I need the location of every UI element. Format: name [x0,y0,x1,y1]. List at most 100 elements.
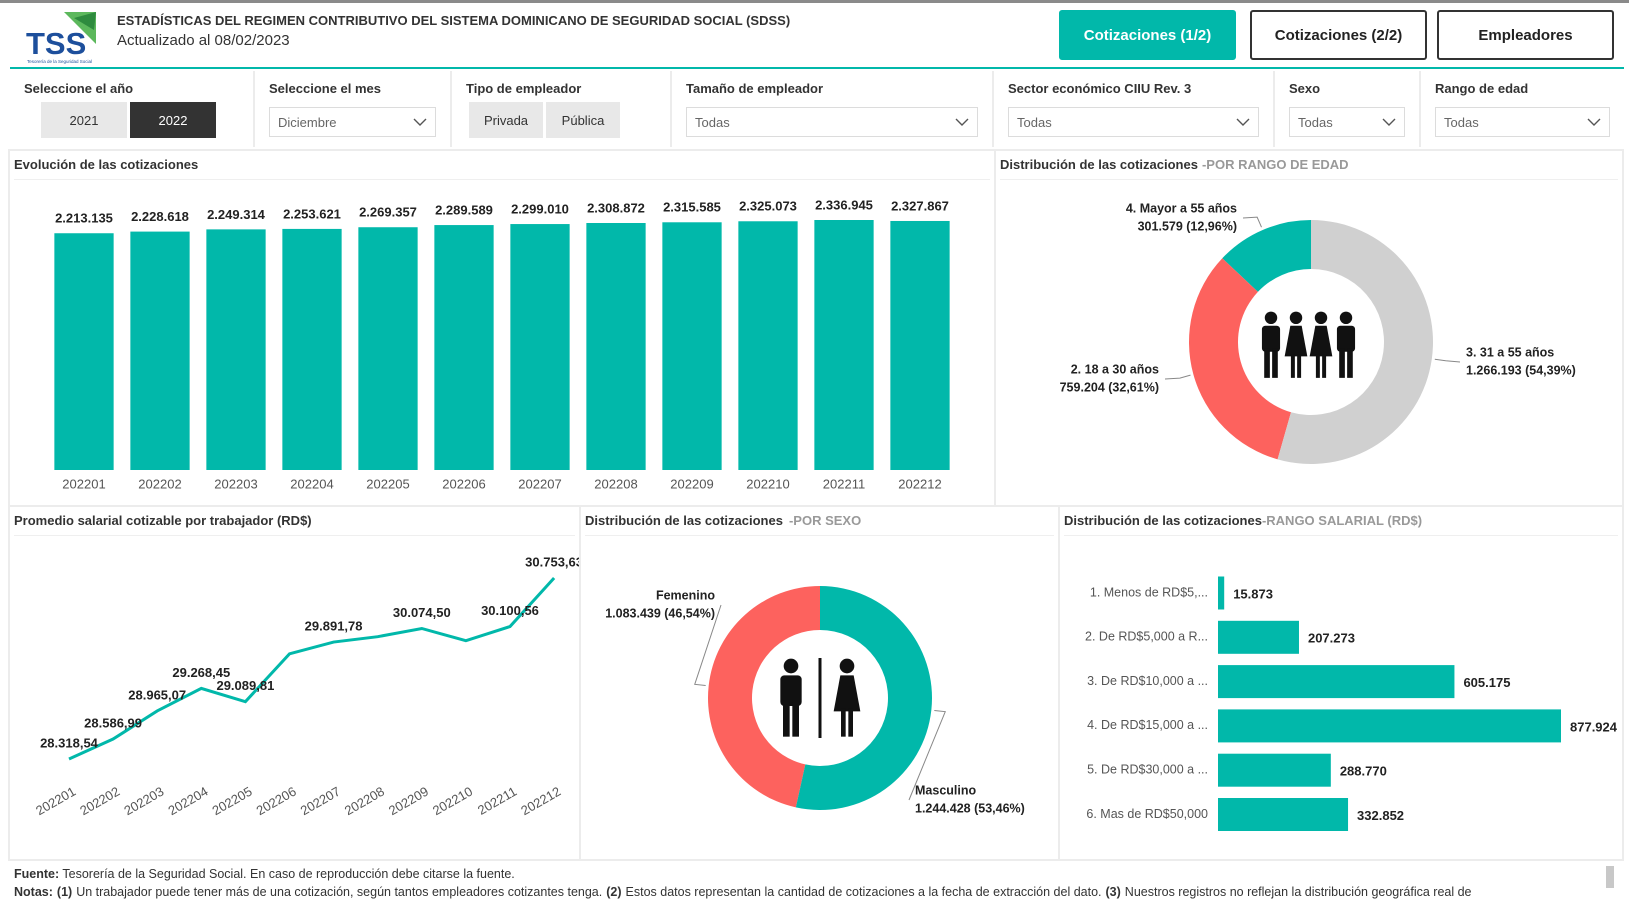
bar [1218,798,1349,831]
value-label: 2.269.357 [359,205,417,220]
panel-title: Evolución de las cotizaciones [14,157,990,180]
icon [1309,311,1333,378]
footer: Fuente: Tesorería de la Seguridad Social… [14,865,1594,901]
value-label: 30.074,50 [393,605,451,620]
panel: Masculino 1.244.428 (53,46%) Femenino 1.083… [579,505,1060,861]
chart-subtitle: -POR SEXO [788,513,862,528]
value-label: 1.083.439 (46,54%) [605,606,715,620]
slice [1189,258,1292,460]
value-label: 28.318,54 [40,735,99,750]
donut-chart: 3. 31 a 55 años 1.266.193 (54,39%) 2. 18 a… [1060,201,1576,464]
filter-year: Seleccione el año 2021 2022 [10,71,255,147]
bar [282,228,342,470]
logo-text: TSS [26,26,86,61]
bar [1218,620,1299,654]
x-tick-label: 202204 [165,784,210,819]
filter-options: Privada Pública [469,102,620,138]
value-label: 1.266.193 (54,39%) [1466,363,1576,377]
type-option[interactable]: Pública [546,102,620,138]
bar-chart: 2.213.135 202201 2.228.618 202202 2.249.314 2… [54,197,950,491]
year-option[interactable]: 2021 [41,102,127,138]
bar [434,225,494,470]
chevron [1587,118,1601,126]
scrollbar[interactable] [1606,866,1614,888]
x-tick-label: 202211 [475,784,519,818]
value-label: 605.175 [1463,675,1510,690]
note-text: Estos datos representan la cantidad de c… [625,885,1102,899]
note: (1) Un trabajador puede tener más de una … [53,885,602,899]
value-label: 288.770 [1340,764,1387,779]
category-label: 4. Mayor a 55 años [1126,201,1237,215]
note-number: (1) [56,885,73,899]
header-updated: Actualizado al 08/02/2023 [117,32,290,49]
category-label: 2. De RD$5,000 a R... [1085,630,1208,644]
chart-title: Distribución de las cotizaciones [585,513,783,528]
tab[interactable]: Cotizaciones (2/2) [1250,10,1427,60]
x-tick-label: 202212 [898,476,941,491]
category-label: Masculino [915,783,976,797]
filter-employer-size: Tamaño de empleador Todas [672,71,994,147]
x-tick-label: 202209 [670,476,713,491]
year-option[interactable]: 2022 [130,102,216,138]
chevron [413,118,427,126]
value-label: 2.213.135 [55,211,113,226]
value-label: 2.325.073 [739,199,797,214]
bar [510,224,570,470]
value-label: 2.327.867 [891,198,949,213]
dropdown-value: Todas [695,114,730,130]
tab[interactable]: Empleadores [1437,10,1614,60]
value-label: 29.891,78 [305,618,363,633]
chart-subtitle: -RANGO SALARIAL (RD$) [1261,513,1423,528]
value-label: 2.249.314 [207,207,266,222]
bar [738,221,798,470]
dropdown-value: Todas [1444,114,1479,130]
value-label: 30.100,56 [481,603,539,618]
chart-title: Promedio salarial cotizable por trabajad… [14,513,312,528]
value-label: 301.579 (12,96%) [1138,219,1237,233]
value-label: 28.586,99 [84,715,142,730]
source-label: Fuente: [14,867,60,881]
x-tick-label: 202211 [823,476,865,491]
chart-title: Distribución de las cotizaciones [1000,157,1198,172]
value-label: 28.965,07 [128,687,186,702]
header-divider [10,67,1624,69]
leader-line [908,709,946,801]
x-tick-label: 202201 [62,476,105,491]
tab[interactable]: Cotizaciones (1/2) [1059,10,1236,60]
bar [1218,576,1225,610]
value-label: 29.268,45 [172,665,230,680]
icon [780,658,802,737]
filter-label: Seleccione el mes [269,81,382,96]
value-label: 2.336.945 [815,197,873,212]
filter-label: Rango de edad [1435,81,1529,96]
dropdown[interactable]: Diciembre [269,107,436,137]
filter-label: Seleccione el año [24,81,134,96]
filter-month: Seleccione el mes Diciembre [255,71,452,147]
line [68,576,556,761]
note-number: (3) [1105,885,1121,899]
type-option[interactable]: Privada [469,102,543,138]
category-label: 1. Menos de RD$5,... [1090,585,1208,599]
dropdown-value: Todas [1017,114,1052,130]
dropdown[interactable]: Todas [1008,107,1259,137]
panel: 28.318,54 202201 28.586,99 202202 28.965,07 2… [8,505,581,861]
value-label: 29.089,81 [216,678,274,693]
dropdown[interactable]: Todas [1435,107,1610,137]
x-tick-label: 202201 [33,784,78,819]
value-label: 759.204 (32,61%) [1060,380,1159,394]
dropdown[interactable]: Todas [1289,107,1405,137]
category-label: 2. 18 a 30 años [1071,362,1159,376]
bar [1218,709,1561,743]
category-label: 6. Mas de RD$50,000 [1086,807,1208,821]
dropdown-value: Todas [1298,114,1333,130]
value-label: 332.852 [1357,808,1404,823]
chevron [1382,118,1396,126]
dropdown[interactable]: Todas [686,107,978,137]
chart-subtitle: -POR RANGO DE EDAD [1201,157,1349,172]
x-tick-label: 202208 [342,784,387,819]
x-tick-label: 202204 [290,476,333,491]
value-label: 2.253.621 [283,206,341,221]
leader-line [694,604,722,687]
value-label: 2.308.872 [587,200,645,215]
